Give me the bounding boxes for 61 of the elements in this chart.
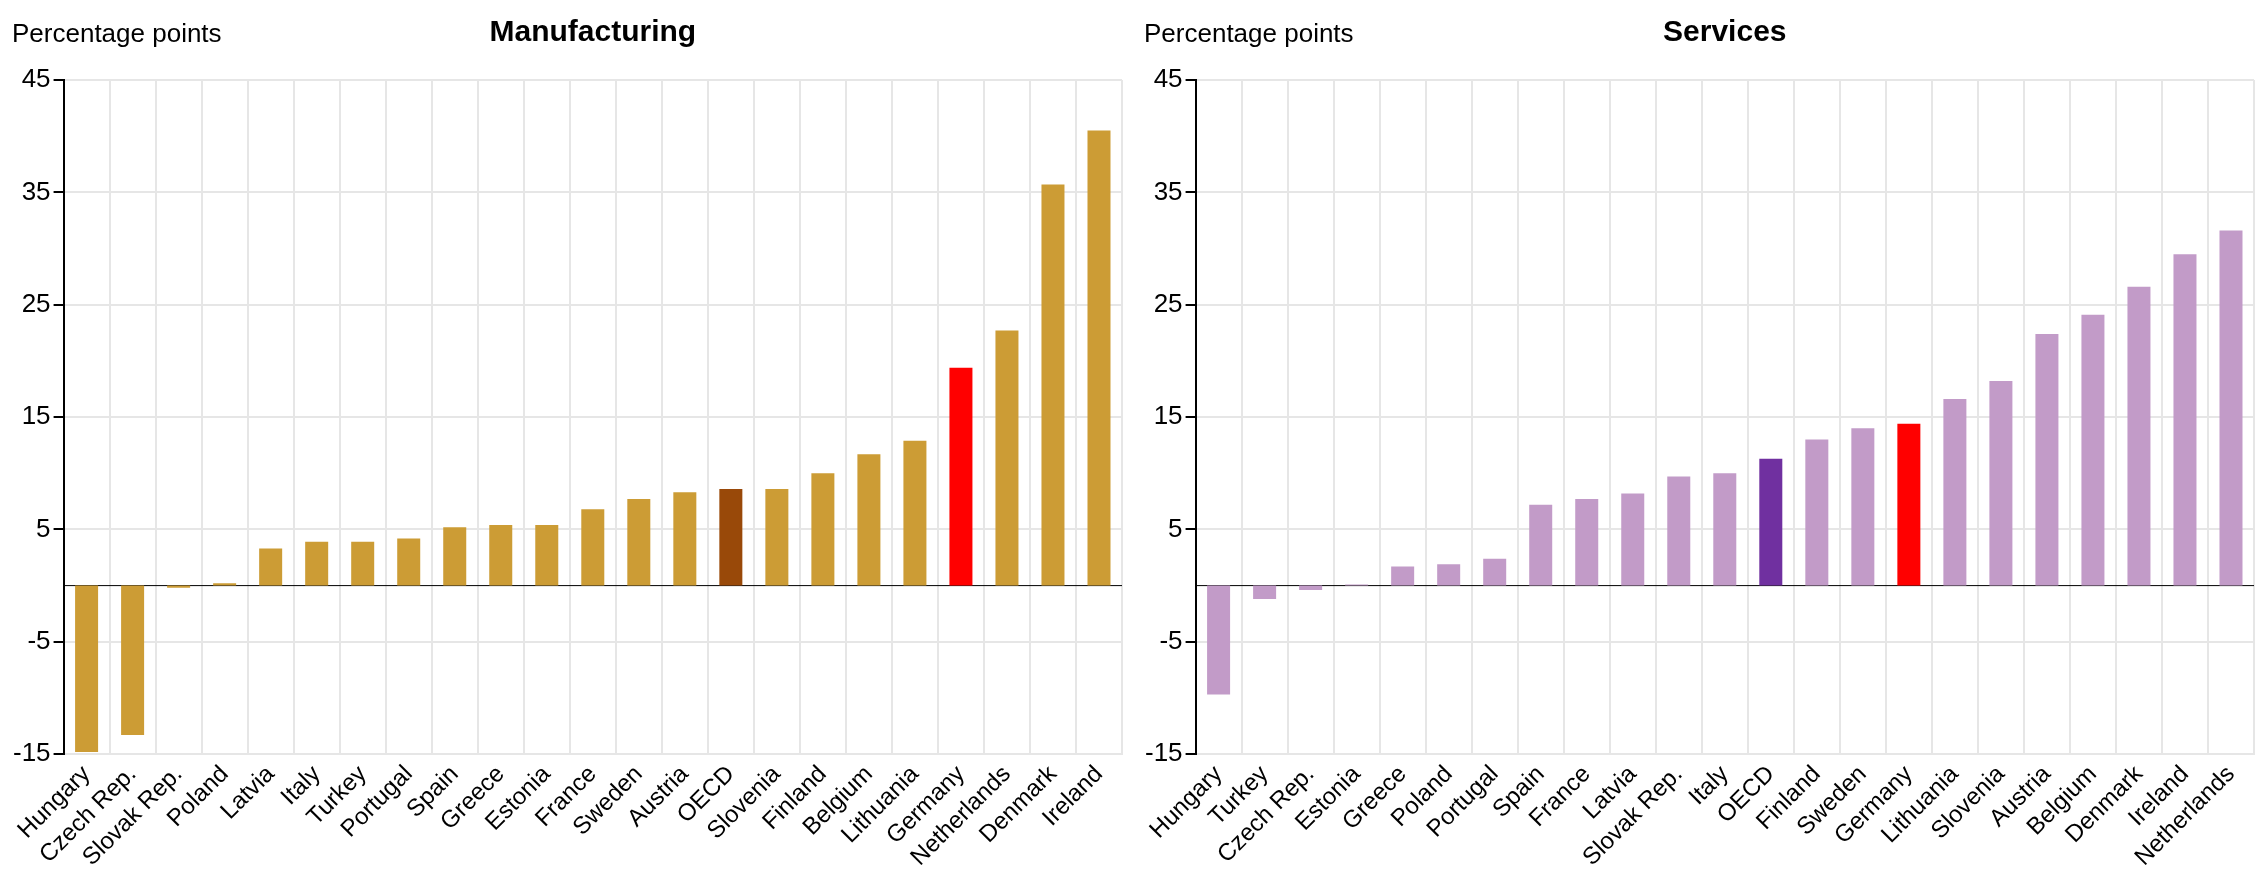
- y-tick-label: 15: [21, 400, 51, 431]
- bar: [443, 527, 467, 586]
- y-tick-label: 25: [21, 287, 51, 318]
- bar: [627, 499, 651, 586]
- chart-title: Manufacturing: [489, 14, 697, 48]
- y-tick-label: 45: [21, 63, 51, 94]
- y-tick-label: 35: [1153, 175, 1183, 206]
- bar: [2127, 286, 2151, 586]
- bar: [1989, 381, 2013, 586]
- bar: [1621, 493, 1645, 586]
- bar: [1483, 558, 1507, 586]
- bar: [581, 509, 605, 586]
- bar: [719, 488, 743, 586]
- y-tick-label: 5: [36, 512, 51, 543]
- bar: [2081, 314, 2105, 586]
- bar: [765, 488, 789, 586]
- bar: [903, 440, 927, 586]
- bar: [1713, 473, 1737, 586]
- y-axis-title: Percentage points: [1144, 18, 1354, 49]
- y-tick-label: 45: [1153, 63, 1183, 94]
- bar: [1805, 439, 1829, 586]
- bar: [535, 524, 559, 586]
- bar: [213, 583, 237, 586]
- bar: [673, 492, 697, 586]
- bar: [1041, 184, 1065, 586]
- bar: [1437, 564, 1461, 586]
- bar: [1575, 499, 1599, 586]
- bar: [949, 367, 973, 586]
- bar: [1087, 130, 1111, 586]
- bar: [857, 454, 881, 586]
- bar: [1943, 399, 1967, 586]
- bar: [259, 548, 283, 586]
- bar: [2035, 333, 2059, 586]
- bar: [75, 585, 99, 752]
- bar: [995, 330, 1019, 586]
- bar: [811, 473, 835, 586]
- bar: [1529, 504, 1553, 586]
- bar: [397, 538, 421, 586]
- bar: [1207, 585, 1231, 695]
- y-tick-label: 35: [21, 175, 51, 206]
- y-tick-label: -5: [1159, 624, 1183, 655]
- bar: [1253, 585, 1277, 600]
- y-tick-label: -15: [1145, 737, 1183, 768]
- bar: [1851, 428, 1875, 586]
- bar: [1897, 423, 1921, 586]
- y-tick-label: 15: [1153, 400, 1183, 431]
- bar: [1391, 566, 1415, 586]
- bar: [351, 541, 375, 586]
- y-axis-title: Percentage points: [12, 18, 222, 49]
- y-tick-label: 25: [1153, 287, 1183, 318]
- bar: [121, 585, 145, 736]
- bar: [1667, 476, 1691, 586]
- y-tick-label: 5: [1168, 512, 1183, 543]
- bar: [305, 541, 329, 586]
- bar: [1759, 458, 1783, 586]
- chart-title: Services: [1663, 14, 1787, 48]
- bar: [2173, 254, 2197, 586]
- bar: [489, 524, 513, 586]
- y-tick-label: -15: [13, 737, 51, 768]
- bar: [2219, 230, 2243, 586]
- y-tick-label: -5: [27, 624, 51, 655]
